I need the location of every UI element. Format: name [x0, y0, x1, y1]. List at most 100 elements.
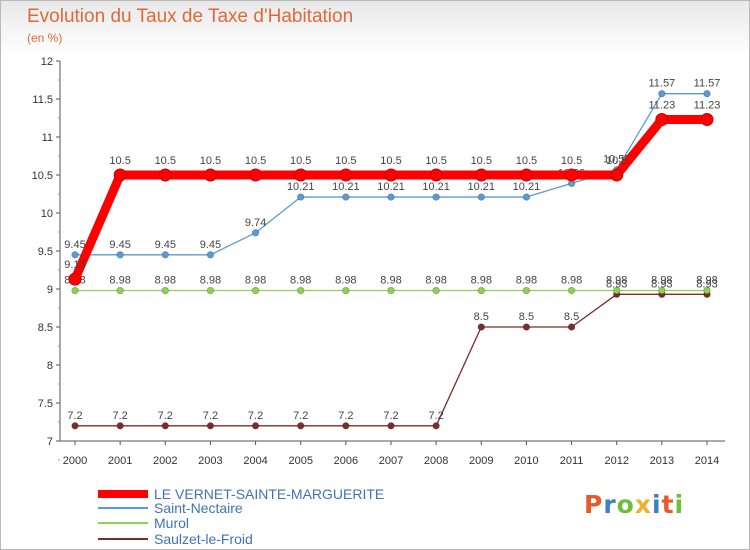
data-label: 7.2 [158, 410, 173, 422]
y-tick-label: 8.5 [38, 322, 53, 334]
data-label: 7.2 [428, 410, 443, 422]
logo-letter: o [616, 490, 635, 519]
data-label: 10.5 [380, 155, 401, 167]
data-label: 8.5 [474, 311, 489, 323]
data-point [522, 193, 531, 201]
data-label: 10.5 [200, 155, 221, 167]
y-tick-label: 11.5 [32, 94, 53, 106]
legend-item-saulzet: Saulzet-le-Froid [98, 531, 253, 547]
data-point [565, 168, 579, 182]
data-label: 7.2 [203, 410, 218, 422]
y-tick-label: 10.5 [32, 170, 53, 182]
x-tick-label: 2012 [604, 455, 628, 467]
data-point [71, 286, 79, 295]
x-tick-label: 2008 [424, 455, 448, 467]
data-label: 8.98 [380, 275, 401, 287]
y-tick-label: 7.5 [38, 398, 53, 410]
data-label: 9.45 [109, 239, 130, 251]
legend-item-le-vernet: LE VERNET-SAINTE-MARGUERITE [98, 486, 384, 502]
data-label: 8.98 [471, 275, 492, 287]
logo-letter: r [603, 490, 617, 519]
data-label: 11.23 [648, 100, 675, 112]
logo-letter: i [652, 490, 662, 519]
data-point [116, 251, 124, 259]
data-label: 7.2 [293, 410, 308, 422]
data-label: 10.5 [335, 155, 356, 167]
data-point [161, 251, 169, 259]
data-label: 8.98 [651, 275, 672, 287]
series-line [74, 293, 708, 427]
data-label: 8.98 [606, 275, 627, 287]
data-label: 8.98 [561, 275, 582, 287]
data-point [432, 193, 440, 201]
data-label: 10.5 [425, 155, 446, 167]
data-label: 10.21 [468, 181, 496, 193]
data-point [116, 286, 124, 295]
data-label: 8.98 [516, 275, 537, 287]
data-point [703, 89, 711, 98]
data-label: 9.45 [155, 239, 176, 251]
data-point [387, 286, 395, 295]
data-point [477, 193, 485, 201]
data-point [474, 168, 488, 182]
data-label: 10.5 [516, 155, 537, 167]
proxiti-logo: Proxiti [584, 490, 684, 519]
data-point [297, 193, 305, 201]
data-point [519, 168, 533, 182]
x-tick-label: 2002 [153, 455, 177, 467]
data-label: 10.5 [155, 155, 176, 167]
x-tick-label: 2003 [198, 455, 222, 467]
x-tick-label: 2001 [108, 455, 132, 467]
data-label: 8.98 [155, 275, 176, 287]
data-label: 7.2 [112, 410, 127, 422]
data-label: 11.57 [694, 78, 721, 90]
data-point [161, 422, 169, 430]
data-label: 9.13 [64, 259, 85, 271]
data-label: 10.5 [290, 155, 311, 167]
data-label: 8.93 [696, 278, 717, 290]
data-point [477, 323, 485, 331]
data-point [658, 286, 666, 295]
data-point [432, 286, 440, 295]
legend-label: Murol [154, 515, 190, 531]
data-point [113, 168, 127, 182]
logo-letter: P [584, 490, 604, 519]
data-label: 8.98 [290, 275, 311, 287]
y-tick-label: 8 [47, 360, 53, 372]
data-point [158, 168, 172, 182]
x-tick-label: 2014 [695, 455, 719, 467]
data-label: 8.5 [564, 311, 579, 323]
data-label: 10.21 [377, 181, 405, 193]
data-label: 7.2 [338, 410, 353, 422]
data-label: 8.93 [606, 278, 627, 290]
data-point [71, 422, 79, 430]
data-point [161, 286, 169, 295]
data-point [116, 422, 124, 430]
data-point [567, 286, 576, 295]
data-label: 11.57 [648, 78, 675, 90]
data-point [68, 272, 82, 286]
data-point [522, 323, 531, 331]
logo-letter: t [661, 490, 675, 519]
y-tick-label: 9 [47, 284, 53, 296]
data-label: 7.2 [248, 410, 263, 422]
y-tick-label: 9.5 [38, 246, 53, 258]
data-point [567, 323, 576, 331]
data-label: 10.21 [287, 181, 315, 193]
data-point [71, 251, 79, 259]
data-point [342, 193, 350, 201]
legend-swatch [98, 538, 148, 540]
x-tick-label: 2010 [514, 455, 538, 467]
data-label: 10.5 [245, 155, 266, 167]
data-point [384, 168, 398, 182]
data-point [387, 193, 395, 201]
data-label: 8.93 [651, 278, 672, 290]
unit-label: (en %) [27, 31, 63, 45]
data-point [655, 113, 669, 127]
legend-item-murol: Murol [98, 515, 189, 531]
data-point [522, 286, 531, 295]
data-point [387, 422, 395, 430]
y-tick-label: 12 [41, 56, 53, 68]
y-tick-label: 10 [41, 208, 53, 220]
